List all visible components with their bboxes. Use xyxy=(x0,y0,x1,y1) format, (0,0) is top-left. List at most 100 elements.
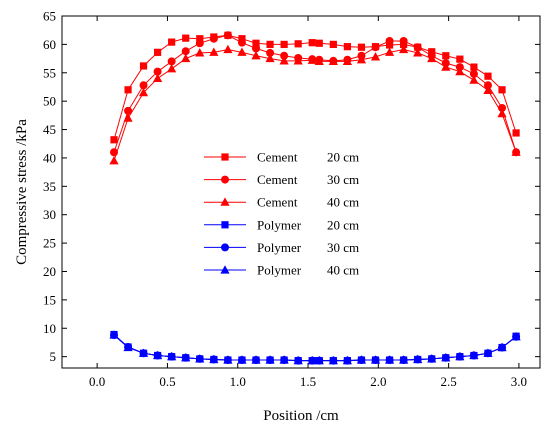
y-tick-label: 65 xyxy=(43,9,56,24)
data-point xyxy=(314,355,324,365)
data-point xyxy=(252,44,261,53)
data-point xyxy=(512,129,520,137)
x-tick-label: 0.0 xyxy=(89,374,105,389)
data-point xyxy=(356,54,367,64)
data-point xyxy=(209,34,218,43)
data-point xyxy=(139,62,148,70)
data-point xyxy=(328,56,338,66)
x-tick-label: 2.5 xyxy=(440,374,456,389)
data-point xyxy=(109,155,119,165)
data-point xyxy=(455,351,465,361)
data-point xyxy=(441,62,451,71)
data-point xyxy=(307,355,317,365)
data-point xyxy=(223,355,233,364)
y-tick-label: 60 xyxy=(43,37,56,52)
data-point xyxy=(237,47,247,56)
data-point xyxy=(138,87,149,97)
data-point xyxy=(399,44,409,54)
data-point xyxy=(314,56,324,66)
data-point xyxy=(109,330,119,339)
data-point xyxy=(280,40,288,48)
legend-series-name: Cement xyxy=(257,172,298,187)
data-point xyxy=(293,355,303,365)
legend-marker xyxy=(221,153,229,161)
data-point xyxy=(328,355,338,365)
legend-series-name: Cement xyxy=(257,150,298,165)
x-axis-title: Position /cm xyxy=(263,408,339,424)
x-tick-label: 1.0 xyxy=(230,374,246,389)
legend-series-name: Cement xyxy=(257,195,298,210)
data-point xyxy=(266,48,275,57)
data-point xyxy=(370,52,381,61)
legend-marker xyxy=(221,221,229,229)
series-layer xyxy=(109,31,521,365)
data-point xyxy=(266,40,274,48)
legend-marker xyxy=(221,175,229,184)
data-point xyxy=(413,48,423,57)
y-tick-label: 25 xyxy=(43,236,56,251)
y-tick-label: 40 xyxy=(43,150,56,165)
data-point xyxy=(343,43,351,51)
data-point xyxy=(342,355,352,365)
series-polymer-40cm xyxy=(109,330,521,365)
data-point xyxy=(251,355,261,364)
legend-series-depth: 40 cm xyxy=(327,195,359,210)
data-point xyxy=(469,75,479,84)
data-point xyxy=(110,136,118,144)
data-point xyxy=(279,355,289,364)
data-point xyxy=(280,51,289,60)
series-cement-30cm xyxy=(110,31,521,157)
data-point xyxy=(470,63,478,71)
x-tick-label: 1.5 xyxy=(300,374,316,389)
data-point xyxy=(195,48,205,57)
legend-series-depth: 40 cm xyxy=(327,263,359,278)
data-point xyxy=(399,36,408,45)
data-point xyxy=(124,106,133,115)
legend-series-depth: 30 cm xyxy=(327,240,359,255)
data-point xyxy=(413,354,423,364)
data-point xyxy=(455,66,465,76)
data-point xyxy=(294,40,302,48)
data-point xyxy=(123,342,133,352)
data-point xyxy=(181,53,191,63)
data-point xyxy=(342,56,352,66)
data-point xyxy=(371,43,380,52)
x-tick-label: 0.5 xyxy=(159,374,175,389)
plot-frame xyxy=(61,15,541,369)
data-point xyxy=(154,48,162,56)
data-point xyxy=(223,44,233,54)
data-point xyxy=(442,52,450,60)
data-point xyxy=(123,113,133,122)
series-line xyxy=(113,34,517,153)
y-tick-label: 30 xyxy=(43,207,56,222)
y-tick-label: 35 xyxy=(43,179,56,194)
y-tick-label: 45 xyxy=(43,122,56,137)
data-point xyxy=(370,355,381,364)
data-point xyxy=(209,354,219,364)
data-point xyxy=(153,67,162,76)
data-point xyxy=(153,73,163,83)
data-point xyxy=(138,348,149,357)
legend-series-depth: 20 cm xyxy=(327,217,359,232)
x-tick-label: 2.0 xyxy=(370,374,386,389)
data-point xyxy=(167,57,176,66)
data-point xyxy=(357,43,366,51)
data-point xyxy=(399,355,409,364)
y-tick-label: 5 xyxy=(50,349,57,364)
data-point xyxy=(167,351,177,361)
data-point xyxy=(329,40,337,48)
data-point xyxy=(167,64,177,73)
data-point xyxy=(483,85,493,94)
legend-marker xyxy=(221,243,229,252)
data-point xyxy=(497,108,507,118)
data-point xyxy=(511,331,521,341)
data-point xyxy=(356,355,367,364)
data-point xyxy=(181,47,190,56)
data-point xyxy=(441,352,451,362)
data-point xyxy=(307,55,317,64)
data-point xyxy=(483,348,493,357)
data-point xyxy=(456,55,464,63)
data-point xyxy=(385,36,394,45)
data-point xyxy=(469,69,478,78)
